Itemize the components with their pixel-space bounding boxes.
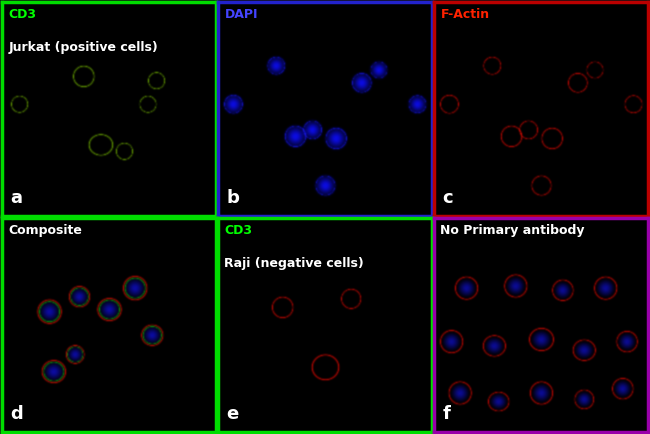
Text: CD3: CD3 — [8, 8, 36, 21]
Text: F-Actin: F-Actin — [441, 8, 489, 21]
Text: a: a — [10, 189, 23, 207]
Text: b: b — [227, 189, 239, 207]
Text: f: f — [443, 405, 450, 424]
Text: Raji (negative cells): Raji (negative cells) — [224, 256, 364, 270]
Text: c: c — [443, 189, 453, 207]
Text: CD3: CD3 — [224, 224, 252, 237]
Text: DAPI: DAPI — [224, 8, 258, 21]
Text: Jurkat (positive cells): Jurkat (positive cells) — [8, 40, 158, 53]
Text: No Primary antibody: No Primary antibody — [441, 224, 585, 237]
Text: e: e — [227, 405, 239, 424]
Text: Composite: Composite — [8, 224, 83, 237]
Text: d: d — [10, 405, 23, 424]
